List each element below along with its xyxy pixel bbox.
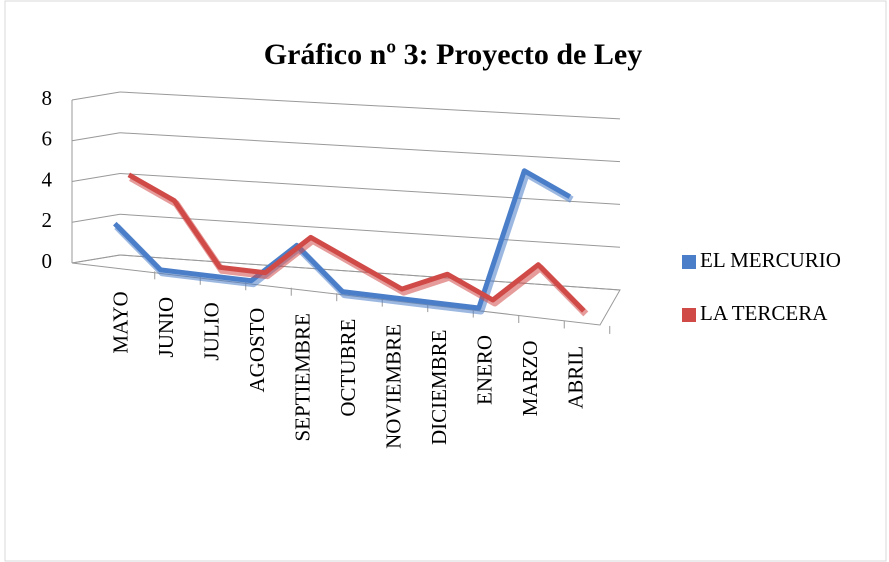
x-tick-label: ENERO: [473, 335, 497, 405]
y-tick-label: 0: [42, 249, 53, 273]
x-tick-label: JULIO: [200, 302, 224, 360]
y-tick-label: 6: [42, 127, 53, 151]
legend-swatch: [682, 308, 696, 322]
grid-line: [119, 173, 621, 205]
y-tick-label: 8: [42, 86, 53, 110]
grid-line: [119, 132, 621, 163]
series-line: [113, 168, 572, 311]
series-ribbon-shadow: [114, 170, 574, 315]
legend-label: LA TERCERA: [700, 301, 828, 325]
x-tick-label: OCTUBRE: [336, 319, 360, 417]
grid-line: [71, 132, 121, 142]
legend-label: EL MERCURIO: [700, 248, 841, 272]
x-tick-label: MARZO: [518, 340, 542, 416]
y-tick-label: 2: [42, 208, 53, 232]
grid-line: [71, 91, 121, 101]
chart-frame: [4, 0, 887, 562]
x-tick-label: DICIEMBRE: [427, 330, 451, 446]
grid-line: [119, 91, 621, 120]
legend-swatch: [682, 255, 696, 269]
x-tick-label: MAYO: [109, 291, 133, 353]
x-tick-label: SEPTIEMBRE: [291, 313, 315, 441]
grid-line: [119, 213, 621, 248]
x-tick-label: AGOSTO: [245, 308, 269, 393]
grid-line: [71, 213, 121, 223]
x-tick-label: ABRIL: [564, 346, 588, 409]
x-tick-label: JUNIO: [154, 297, 178, 358]
chart-title: Gráfico nº 3: Proyecto de Ley: [264, 38, 642, 71]
grid-line: [71, 173, 121, 182]
series-line: [127, 172, 586, 313]
y-tick-label: 4: [42, 167, 53, 191]
x-tick-label: NOVIEMBRE: [382, 324, 406, 449]
